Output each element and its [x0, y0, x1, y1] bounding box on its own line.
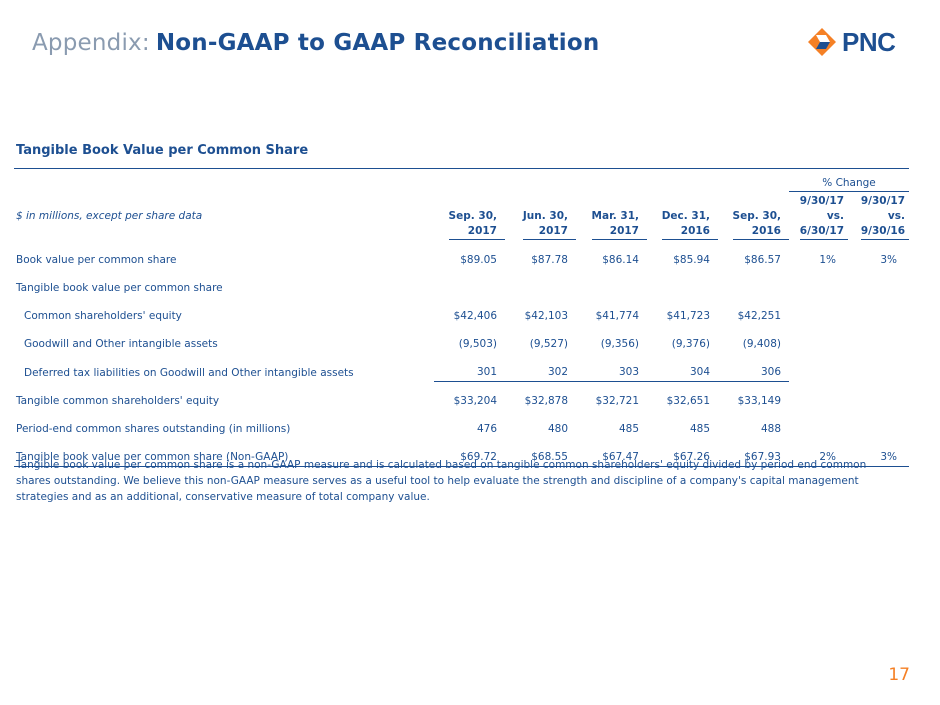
table-cell: $67.26 [647, 438, 718, 467]
table-cell [434, 269, 505, 297]
table-cell: $69.72 [434, 438, 505, 467]
table-cell: $67.93 [718, 438, 789, 467]
table-cell [789, 353, 848, 382]
table-cell [505, 269, 576, 297]
table-row: Tangible book value per common share (No… [14, 438, 910, 467]
table-cell: (9,527) [529, 338, 568, 350]
pct-column-header: 9/30/17 vs. 9/30/16 [848, 192, 910, 242]
table-cell: $32,721 [595, 395, 639, 407]
table-row: Period-end common shares outstanding (in… [14, 410, 909, 438]
table-cell: 304 [647, 353, 718, 382]
table-cell: 306 [718, 353, 789, 382]
table-cell: 488 [760, 423, 781, 435]
table-cell: (9,408) [742, 338, 781, 350]
table-cell: 2% [789, 438, 848, 467]
table-cell: (9,503) [458, 338, 497, 350]
table-cell [848, 382, 909, 411]
table-cell: $89.05 [460, 254, 497, 266]
table-cell: $87.78 [531, 254, 568, 266]
table-cell: $32,878 [524, 395, 568, 407]
table-cell: $42,103 [524, 310, 568, 322]
table-cell [576, 269, 647, 297]
table-cell: 302 [505, 353, 576, 382]
row-label: Common shareholders' equity [24, 310, 182, 322]
table-cell [789, 297, 848, 325]
pct-change-header: % Change [789, 169, 910, 192]
table-cell: $67.47 [576, 438, 647, 467]
row-label: Deferred tax liabilities on Goodwill and… [24, 366, 354, 379]
table-row: Deferred tax liabilities on Goodwill and… [14, 353, 909, 382]
table-cell: $42,251 [737, 310, 781, 322]
column-header: Dec. 31, 2016 [647, 192, 718, 242]
table-cell [848, 325, 909, 353]
page-number: 17 [888, 665, 910, 685]
table-cell: $41,774 [595, 310, 639, 322]
table-cell [647, 269, 718, 297]
page-title: Appendix: Non-GAAP to GAAP Reconciliation [32, 30, 599, 56]
table-cell [848, 410, 909, 438]
row-label: Tangible common shareholders' equity [16, 395, 220, 407]
table-row: Common shareholders' equity $42,406 $42,… [14, 297, 909, 325]
reconciliation-table: % Change $ in millions, except per share… [14, 169, 910, 467]
pnc-logo-mark-icon [806, 26, 838, 58]
table-cell: 480 [547, 423, 568, 435]
row-label: Book value per common share [16, 254, 177, 266]
table-cell: $33,204 [453, 395, 497, 407]
row-label: Tangible book value per common share [16, 282, 223, 294]
pct-column-header: 9/30/17 vs. 6/30/17 [789, 192, 848, 242]
table-cell: 301 [434, 353, 505, 382]
column-header: Mar. 31, 2017 [576, 192, 647, 242]
table-cell: 3% [848, 438, 910, 467]
table-cell [848, 297, 909, 325]
table-cell: $85.94 [673, 254, 710, 266]
row-label: Goodwill and Other intangible assets [24, 338, 218, 350]
table-cell: 1% [819, 254, 836, 266]
table-cell: 485 [689, 423, 710, 435]
table-cell: $41,723 [666, 310, 710, 322]
table-row: Book value per common share $89.05 $87.7… [14, 241, 909, 269]
table-cell: 3% [880, 254, 898, 266]
row-label: Period-end common shares outstanding (in… [16, 423, 291, 435]
reconciliation-table-container: % Change $ in millions, except per share… [14, 168, 910, 467]
table-row: Tangible common shareholders' equity $33… [14, 382, 909, 411]
table-cell: $86.57 [744, 254, 781, 266]
table-cell: $42,406 [453, 310, 497, 322]
column-header: Sep. 30, 2016 [718, 192, 789, 242]
table-cell [718, 269, 789, 297]
table-cell: (9,376) [671, 338, 710, 350]
table-cell: $33,149 [737, 395, 781, 407]
table-cell: $68.55 [505, 438, 576, 467]
table-cell [789, 325, 848, 353]
table-row: Tangible book value per common share [14, 269, 909, 297]
table-cell: 476 [476, 423, 497, 435]
page-title-main: Non-GAAP to GAAP Reconciliation [155, 30, 600, 56]
table-cell [789, 382, 848, 411]
table-row: Goodwill and Other intangible assets (9,… [14, 325, 909, 353]
table-cell [848, 353, 909, 382]
column-header-row: $ in millions, except per share data Sep… [14, 192, 910, 242]
section-title: Tangible Book Value per Common Share [16, 143, 309, 158]
row-label: Tangible book value per common share (No… [14, 438, 434, 467]
table-cell: (9,356) [600, 338, 639, 350]
table-cell: $32,651 [666, 395, 710, 407]
footnote-text: Tangible book value per common share is … [16, 459, 867, 503]
units-label: $ in millions, except per share data [16, 209, 203, 222]
pnc-logo-text: PNC [842, 26, 896, 57]
table-cell [789, 269, 848, 297]
table-cell: 303 [576, 353, 647, 382]
table-cell: 485 [618, 423, 639, 435]
table-cell: $86.14 [602, 254, 639, 266]
pnc-logo: PNC [806, 26, 896, 58]
column-header: Sep. 30, 2017 [434, 192, 505, 242]
page-title-prefix: Appendix: [32, 30, 150, 56]
table-cell [789, 410, 848, 438]
column-header: Jun. 30, 2017 [505, 192, 576, 242]
table-cell [848, 269, 909, 297]
